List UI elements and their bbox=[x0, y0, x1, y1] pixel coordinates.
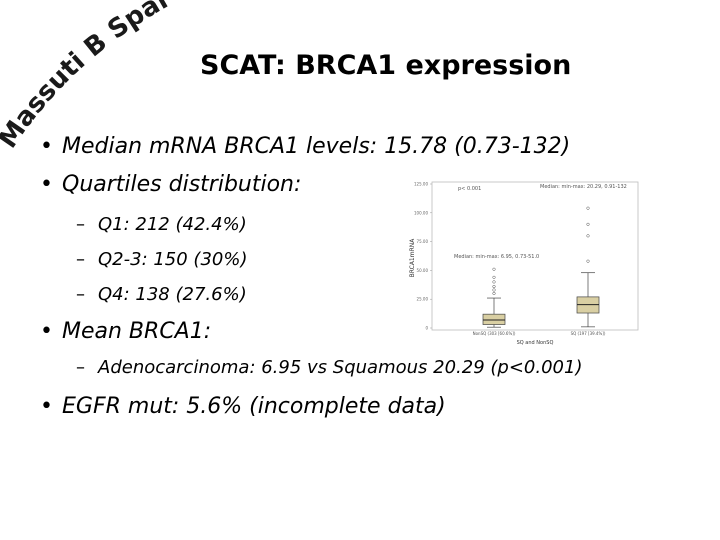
x-category-label: SQ (197 [39.4%]) bbox=[571, 331, 606, 336]
watermark: Massuti B Spain MOo8.01 bbox=[0, 0, 173, 154]
watermark-text: Massuti B Spain MOo8.01 bbox=[0, 0, 173, 154]
outlier-point bbox=[586, 206, 590, 210]
bullet-mean: • Mean BRCA1: bbox=[40, 319, 211, 344]
bullet-mean-text: Mean BRCA1: bbox=[62, 319, 212, 344]
sub-bullet-q4: – Q4: 138 (27.6%) bbox=[76, 284, 247, 305]
y-tick-label: 125.00 bbox=[414, 182, 428, 187]
outlier-point bbox=[586, 222, 590, 226]
chart-annotation-sq: Median: min-max: 20.29, 0.91-132 bbox=[540, 184, 627, 190]
chart-plot-frame bbox=[431, 181, 639, 331]
bullet-egfr-text: EGFR mut: 5.6% (incomplete data) bbox=[62, 394, 446, 419]
sub-bullet-adeno-text: Adenocarcinoma: 6.95 vs Squamous 20.29 (… bbox=[98, 357, 583, 378]
outlier-point bbox=[492, 288, 496, 292]
bullet-quartiles-text: Quartiles distribution: bbox=[62, 172, 302, 197]
sub-dash: – bbox=[76, 284, 85, 305]
outlier-point bbox=[492, 275, 496, 279]
boxplot-chart: 0 25.00 50.00 75.00 100.00 125.00 NonSQ (303 [… bbox=[409, 181, 639, 346]
sub-bullet-q1-text: Q1: 212 (42.4%) bbox=[98, 214, 247, 235]
sub-bullet-adeno: – Adenocarcinoma: 6.95 vs Squamous 20.29 … bbox=[76, 357, 582, 378]
sub-bullet-q4-text: Q4: 138 (27.6%) bbox=[98, 284, 247, 305]
y-tick-label: 25.00 bbox=[417, 297, 429, 302]
sub-dash: – bbox=[76, 214, 85, 235]
sub-bullet-q2-3: – Q2-3: 150 (30%) bbox=[76, 249, 247, 270]
outlier-point bbox=[492, 280, 496, 284]
y-tick-label: 75.00 bbox=[417, 239, 429, 244]
bullet-median: • Median mRNA BRCA1 levels: 15.78 (0.73-1… bbox=[40, 134, 570, 159]
chart-xlabel: SQ and NonSQ bbox=[517, 340, 554, 346]
y-tick-label: 50.00 bbox=[417, 268, 429, 273]
sub-dash: – bbox=[76, 249, 85, 270]
outlier-point bbox=[586, 234, 590, 238]
chart-annotation-nonsq: Median: min-max: 6.95, 0.73-51.0 bbox=[454, 254, 539, 260]
bullet-dot: • bbox=[40, 319, 53, 344]
bullet-dot: • bbox=[40, 172, 53, 197]
y-tick-label: 100.00 bbox=[414, 210, 428, 215]
outlier-point bbox=[492, 291, 496, 295]
chart-ylabel: BRCA1mRNA bbox=[409, 238, 416, 278]
bullet-egfr: • EGFR mut: 5.6% (incomplete data) bbox=[40, 394, 446, 419]
bullet-dot: • bbox=[40, 134, 53, 159]
outlier-point bbox=[492, 284, 496, 289]
box-iqr bbox=[482, 313, 506, 325]
slide-title: SCAT: BRCA1 expression bbox=[200, 50, 572, 81]
bullet-quartiles: • Quartiles distribution: bbox=[40, 172, 301, 197]
outlier-point bbox=[586, 259, 590, 263]
outlier-point bbox=[492, 267, 496, 271]
chart-pvalue: p< 0.001 bbox=[458, 186, 481, 192]
bullet-dot: • bbox=[40, 394, 53, 419]
x-category-label: NonSQ (303 [60.6%]) bbox=[473, 331, 516, 336]
bullet-median-text: Median mRNA BRCA1 levels: 15.78 (0.73-13… bbox=[62, 134, 571, 159]
sub-dash: – bbox=[76, 357, 85, 378]
sub-bullet-q2-3-text: Q2-3: 150 (30%) bbox=[98, 249, 248, 270]
sub-bullet-q1: – Q1: 212 (42.4%) bbox=[76, 214, 247, 235]
y-tick-label: 0 bbox=[425, 326, 428, 331]
